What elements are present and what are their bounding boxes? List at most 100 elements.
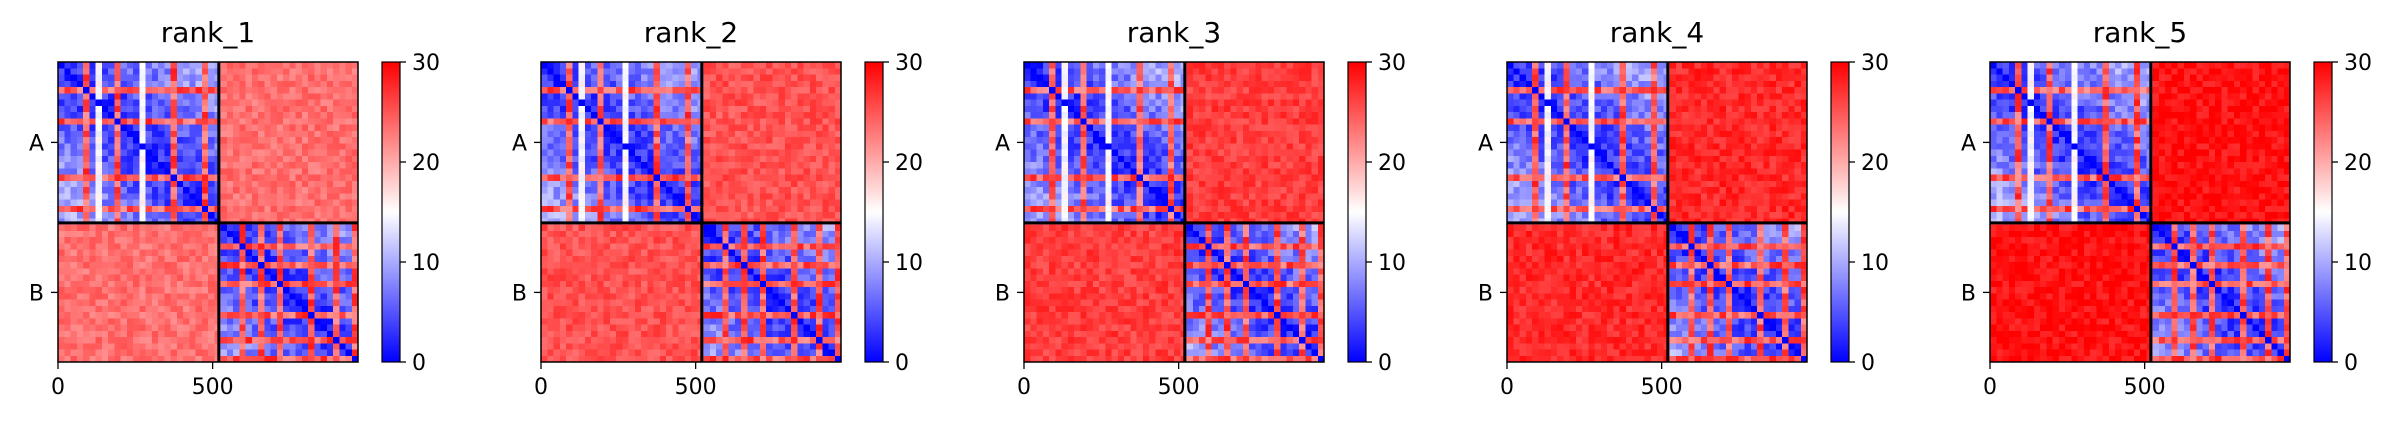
heatmap-cell <box>114 99 121 107</box>
heatmap-cell <box>176 249 184 257</box>
heatmap-cell <box>734 118 742 125</box>
heatmap-cell <box>264 93 271 100</box>
heatmap-cell <box>264 143 271 150</box>
heatmap-cell <box>108 287 115 294</box>
heatmap-cell <box>1111 87 1119 94</box>
heatmap-cell <box>791 274 798 282</box>
heatmap-cell <box>126 224 134 232</box>
heatmap-cell <box>766 62 773 69</box>
heatmap-cell <box>89 318 96 325</box>
heatmap-cell <box>597 118 604 125</box>
heatmap-cell <box>1055 80 1062 88</box>
heatmap-cell <box>201 343 209 350</box>
heatmap-cell <box>64 274 71 282</box>
heatmap-cell <box>339 187 346 194</box>
heatmap-cell <box>616 118 623 125</box>
heatmap-cell <box>784 199 792 207</box>
heatmap-cell <box>591 205 598 213</box>
heatmap-cell <box>114 199 121 207</box>
heatmap-cell <box>351 237 359 244</box>
heatmap-cell <box>759 174 767 182</box>
heatmap-cell <box>1230 68 1237 75</box>
heatmap-cell <box>584 168 592 175</box>
heatmap-cell <box>176 137 184 144</box>
heatmap-cell <box>308 280 315 288</box>
heatmap-cell <box>339 118 346 125</box>
heatmap-cell <box>158 137 165 144</box>
heatmap-cell <box>622 118 629 125</box>
heatmap-cell <box>653 143 661 150</box>
heatmap-cell <box>345 68 353 75</box>
heatmap-cell <box>566 230 573 238</box>
heatmap-cell <box>791 118 798 125</box>
heatmap-cell <box>759 93 767 100</box>
heatmap-cell <box>1186 93 1194 100</box>
colorbar-tick-label: 0 <box>895 351 909 376</box>
heatmap-cell <box>151 118 159 125</box>
heatmap-cell <box>308 237 315 244</box>
heatmap-cell <box>816 330 823 338</box>
heatmap-cell <box>609 193 617 200</box>
heatmap-cell <box>145 305 153 313</box>
heatmap-cell <box>339 162 346 169</box>
heatmap-cell <box>226 343 234 350</box>
heatmap-cell <box>320 330 328 338</box>
heatmap-cell <box>345 137 353 144</box>
heatmap-cell <box>276 293 284 300</box>
heatmap-cell <box>70 243 78 250</box>
heatmap-cell <box>233 118 240 125</box>
heatmap-cell <box>120 180 128 188</box>
heatmap-cell <box>58 255 65 263</box>
heatmap-cell <box>1036 93 1044 100</box>
heatmap-cell <box>308 262 315 269</box>
heatmap-cell <box>320 137 328 144</box>
heatmap-cell <box>270 193 278 200</box>
heatmap-cell <box>208 249 215 257</box>
heatmap-cell <box>326 268 334 275</box>
heatmap-cell <box>809 99 817 107</box>
heatmap-cell <box>70 249 78 257</box>
heatmap-cell <box>734 87 742 94</box>
heatmap-cell <box>351 130 359 138</box>
heatmap-cell <box>772 74 779 82</box>
heatmap-cell <box>170 280 178 288</box>
heatmap-cell <box>151 137 159 144</box>
heatmap-cell <box>1130 93 1137 100</box>
heatmap-cell <box>1317 68 1325 75</box>
heatmap-cell <box>120 187 128 194</box>
heatmap-cell <box>647 305 654 313</box>
heatmap-cell <box>126 180 134 188</box>
heatmap-cell <box>339 199 346 207</box>
heatmap-cell <box>678 187 686 194</box>
heatmap-cell <box>276 193 284 200</box>
heatmap-cell <box>672 137 679 144</box>
heatmap-cell <box>553 237 561 244</box>
heatmap-cell <box>101 355 109 363</box>
heatmap-cell <box>728 343 736 350</box>
heatmap-cell <box>176 74 184 82</box>
heatmap-cell <box>1092 80 1100 88</box>
heatmap-cell <box>553 330 561 338</box>
heatmap-cell <box>628 118 636 125</box>
heatmap-cell <box>547 193 554 200</box>
heatmap-cell <box>803 343 811 350</box>
heatmap-cell <box>139 355 146 363</box>
heatmap-cell <box>258 337 265 344</box>
heatmap-cell <box>809 124 817 132</box>
heatmap-cell <box>333 224 340 232</box>
heatmap-cell <box>1274 87 1281 94</box>
heatmap-cell <box>828 274 836 282</box>
heatmap-cell <box>101 230 109 238</box>
heatmap-cell <box>578 280 586 288</box>
heatmap-cell <box>641 105 648 113</box>
heatmap-cell <box>609 80 617 88</box>
heatmap-cell <box>70 312 78 319</box>
heatmap-cell <box>1149 93 1156 100</box>
heatmap-cell <box>634 199 642 207</box>
heatmap-cell <box>133 224 140 232</box>
heatmap-cell <box>289 118 296 125</box>
heatmap-cell <box>320 299 328 307</box>
heatmap-cell <box>195 205 203 213</box>
heatmap-cell <box>791 74 798 82</box>
heatmap-cell <box>258 68 265 75</box>
